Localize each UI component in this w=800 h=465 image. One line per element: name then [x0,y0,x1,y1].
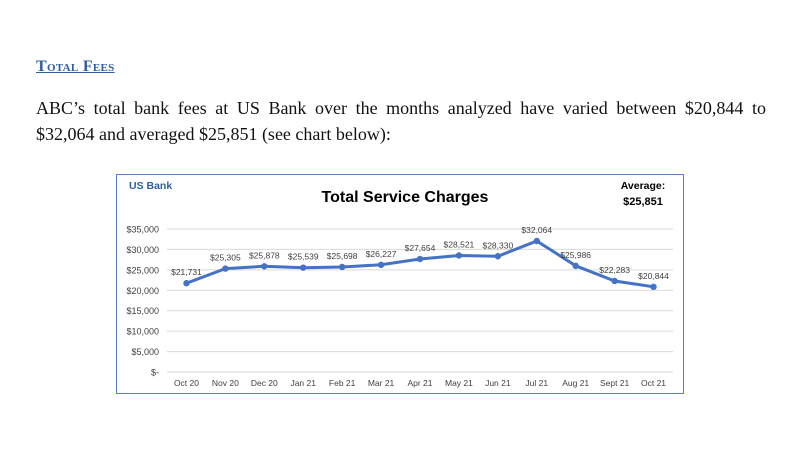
chart-frame: US Bank Total Service Charges Average: $… [116,174,684,394]
chart-title: Total Service Charges [322,189,489,206]
y-tick-label: $35,000 [126,225,159,235]
x-tick-label: Jan 21 [290,378,316,388]
y-tick-label: $- [151,368,159,378]
y-tick-label: $30,000 [126,245,159,255]
y-tick-label: $20,000 [126,286,159,296]
chart-corner-label: US Bank [129,180,172,192]
x-tick-label: Mar 21 [368,378,395,388]
data-label: $22,283 [599,265,630,275]
data-label: $20,844 [638,271,669,281]
data-label: $32,064 [521,225,552,235]
x-tick-label: Jun 21 [485,378,511,388]
data-label: $28,521 [444,239,475,249]
data-point [494,253,502,260]
data-label: $25,698 [327,251,358,261]
data-point [300,264,307,271]
data-point [611,277,618,285]
data-label: $25,305 [210,253,241,263]
data-point [572,262,579,270]
data-point [261,263,268,270]
data-point [455,252,463,259]
data-label: $27,654 [405,243,436,253]
x-tick-label: Jul 21 [525,378,548,388]
x-tick-label: Feb 21 [329,378,356,388]
section-title: Total Fees [36,58,115,75]
data-label: $26,227 [366,249,397,259]
x-tick-label: Aug 21 [562,378,589,388]
x-tick-label: Sept 21 [600,378,630,388]
data-point [183,280,190,287]
x-tick-label: Nov 20 [212,378,239,388]
data-point [533,237,540,245]
data-label: $21,731 [171,267,202,277]
data-label: $25,878 [249,250,280,260]
body-paragraph: ABC’s total bank fees at US Bank over th… [36,98,766,144]
y-tick-label: $10,000 [126,327,159,337]
y-tick-label: $25,000 [126,265,159,275]
x-tick-label: Apr 21 [407,378,432,388]
data-point [222,265,229,272]
x-tick-label: Oct 20 [174,378,199,388]
y-tick-label: $5,000 [131,347,159,357]
data-point [416,255,424,263]
average-label: Average: [621,180,666,192]
x-tick-label: May 21 [445,378,473,388]
data-label: $25,986 [560,250,591,260]
service-charges-chart: US Bank Total Service Charges Average: $… [126,180,673,388]
data-point [338,263,346,271]
data-point [377,261,385,269]
data-label: $28,330 [482,240,513,250]
average-value: $25,851 [623,196,663,208]
x-tick-label: Oct 21 [641,378,666,388]
data-point [650,283,657,291]
x-tick-label: Dec 20 [251,378,278,388]
data-label: $25,539 [288,252,319,262]
y-tick-label: $15,000 [126,306,159,316]
